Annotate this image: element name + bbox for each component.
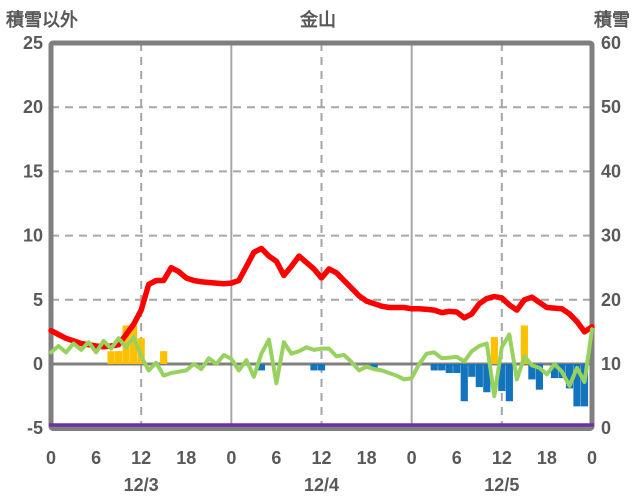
hour-tick-label: 12	[311, 448, 331, 468]
negative-bar	[573, 364, 581, 407]
hour-tick-label: 18	[357, 448, 377, 468]
precipitation-bar	[107, 351, 115, 364]
plot-border	[48, 40, 595, 431]
negative-bar	[528, 364, 536, 380]
negative-bar	[460, 364, 468, 402]
negative-bar	[257, 364, 265, 371]
hour-tick-label: 6	[271, 448, 281, 468]
right-axis-tick-label: 20	[601, 290, 621, 310]
precipitation-bar	[130, 325, 138, 364]
temperature-line	[48, 245, 595, 350]
left-axis-tick-label: -5	[27, 418, 43, 438]
negative-bar	[535, 364, 544, 390]
date-label: 12/5	[484, 475, 519, 495]
negative-bar	[498, 364, 506, 391]
right-axis-tick-label: 30	[601, 226, 621, 246]
negative-bar	[483, 364, 491, 393]
precipitation-bar	[115, 351, 123, 364]
right-axis-tick-label: 50	[601, 97, 621, 117]
hour-tick-label: 6	[452, 448, 462, 468]
negative-bar	[565, 364, 574, 389]
negative-bar	[310, 364, 318, 371]
hour-tick-label: 0	[587, 448, 597, 468]
hour-tick-label: 0	[226, 448, 236, 468]
hour-tick-label: 12	[131, 448, 151, 468]
hour-tick-label: 18	[176, 448, 196, 468]
precipitation-bar	[160, 351, 168, 364]
negative-bar	[453, 364, 461, 373]
negative-bar	[550, 364, 559, 379]
hour-tick-label: 6	[91, 448, 101, 468]
chart-title: 金山	[300, 10, 336, 30]
left-axis-tick-label: 0	[33, 354, 43, 374]
left-axis-tick-label: 20	[23, 97, 43, 117]
precipitation-bar	[520, 325, 528, 364]
right-axis-tick-label: 10	[601, 354, 621, 374]
green-line	[49, 327, 594, 399]
left-axis-tick-label: 5	[33, 290, 43, 310]
right-axis-tick-label: 0	[601, 418, 611, 438]
negative-bar	[445, 364, 453, 373]
negative-bar	[430, 364, 438, 371]
right-axis-title: 積雪	[594, 10, 630, 30]
negative-bar	[505, 364, 513, 402]
negative-bar	[468, 364, 476, 377]
negative-bar	[438, 364, 446, 371]
negative-bar	[317, 364, 326, 371]
left-axis-tick-label: 25	[23, 33, 43, 53]
date-label: 12/3	[124, 475, 159, 495]
hour-tick-label: 0	[407, 448, 417, 468]
date-label: 12/4	[304, 475, 339, 495]
hour-tick-label: 0	[46, 448, 56, 468]
negative-bar	[580, 364, 589, 407]
precipitation-bar	[490, 337, 498, 364]
left-axis-tick-label: 10	[23, 226, 43, 246]
hour-tick-label: 12	[492, 448, 512, 468]
right-axis-tick-label: 60	[601, 33, 621, 53]
negative-bar	[370, 364, 378, 370]
hour-tick-label: 18	[537, 448, 557, 468]
left-axis-tick-label: 15	[23, 161, 43, 181]
negative-bar	[475, 364, 483, 388]
right-axis-tick-label: 40	[601, 161, 621, 181]
left-axis-title: 積雪以外	[6, 10, 78, 30]
